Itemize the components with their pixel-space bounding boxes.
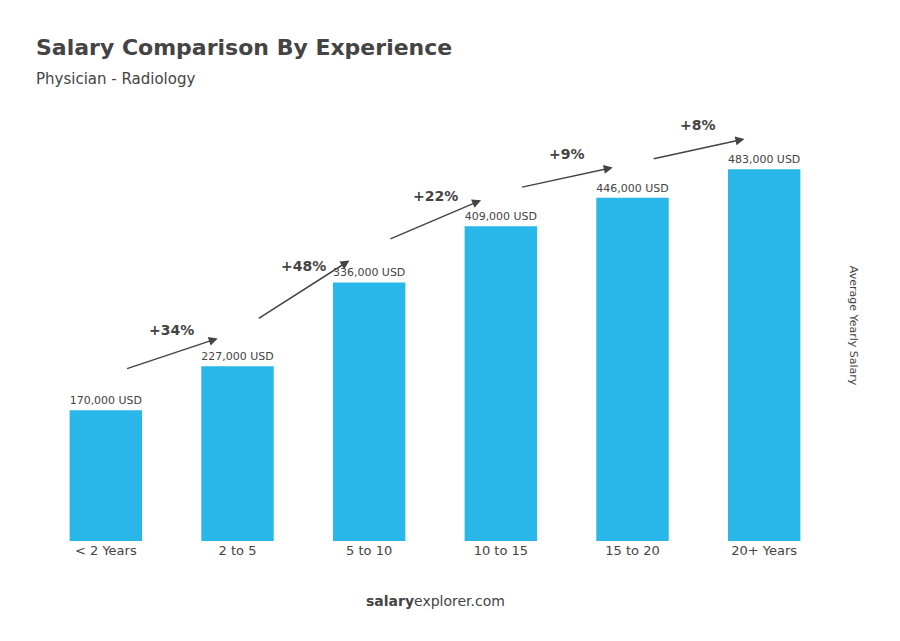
svg-text:+8%: +8% [680, 117, 716, 133]
svg-text:+48%: +48% [281, 258, 326, 274]
svg-text:5 to 10: 5 to 10 [346, 543, 392, 558]
svg-text:227,000 USD: 227,000 USD [201, 350, 273, 363]
svg-text:446,000 USD: 446,000 USD [596, 182, 668, 195]
svg-text:Average Yearly Salary: Average Yearly Salary [847, 266, 860, 386]
svg-text:+9%: +9% [549, 146, 585, 162]
svg-text:15 to 20: 15 to 20 [605, 543, 659, 558]
svg-text:Physician - Radiology: Physician - Radiology [36, 70, 195, 88]
svg-text:170,000 USD: 170,000 USD [70, 394, 142, 407]
svg-text:10 to 15: 10 to 15 [474, 543, 528, 558]
svg-text:< 2 Years: < 2 Years [75, 543, 137, 558]
svg-text:483,000 USD: 483,000 USD [728, 153, 800, 166]
svg-text:+22%: +22% [413, 188, 458, 204]
svg-text:salaryexplorer.com: salaryexplorer.com [366, 593, 505, 609]
svg-text:409,000 USD: 409,000 USD [465, 210, 537, 223]
svg-text:Salary Comparison By Experienc: Salary Comparison By Experience [36, 35, 452, 60]
svg-text:+34%: +34% [149, 322, 194, 338]
svg-text:336,000 USD: 336,000 USD [333, 266, 405, 279]
svg-text:2 to 5: 2 to 5 [219, 543, 257, 558]
svg-text:20+ Years: 20+ Years [731, 543, 797, 558]
